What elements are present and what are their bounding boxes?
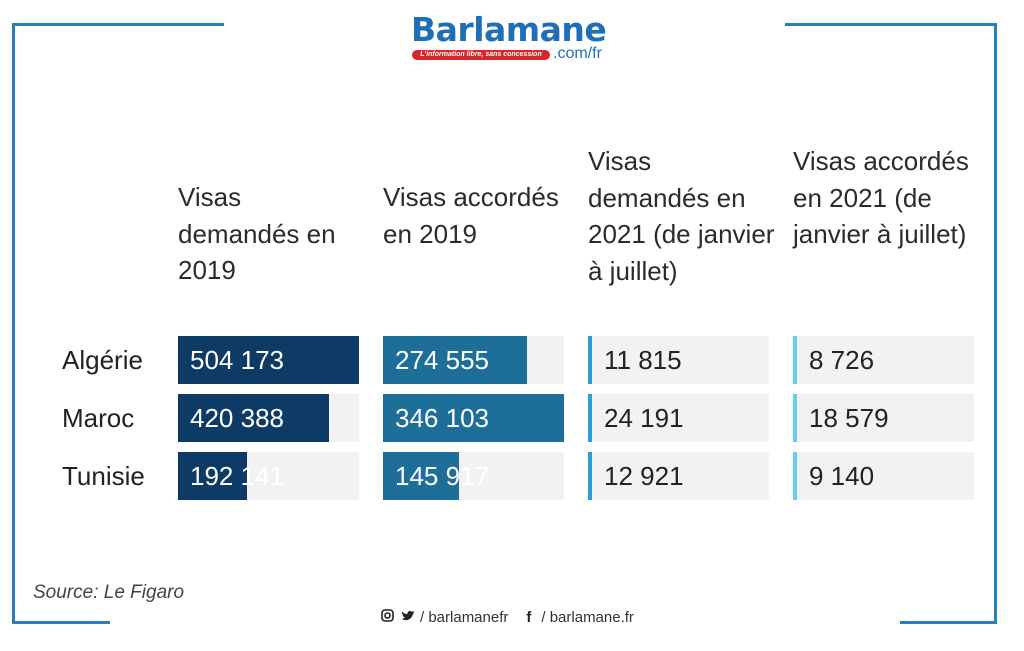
bar-tunisie-col1: [178, 452, 247, 500]
source-note: Source: Le Figaro: [33, 582, 185, 603]
frame-line-top-left: [12, 23, 224, 26]
row-label-algerie: Algérie: [62, 345, 143, 375]
value-algerie-col4: 8 726: [809, 345, 875, 375]
cell-tunisie-col2: 145 917: [383, 452, 564, 500]
value-algerie-col2: 274 555: [395, 345, 489, 375]
value-tunisie-col3: 12 921: [604, 461, 684, 491]
cell-maroc-col3: 24 191: [588, 394, 769, 442]
cell-tunisie-col3: 12 921: [588, 452, 769, 500]
frame-line-left: [12, 23, 15, 624]
cell-algerie-col2: 274 555: [383, 336, 564, 384]
brand-name: Barlamane: [411, 10, 607, 49]
accent-algerie-col4: [793, 336, 797, 384]
brand-logo: Barlamane L'information libre, sans conc…: [400, 10, 630, 65]
frame-line-top-right: [785, 23, 997, 26]
footer-handle-twitter: / barlamanefr: [420, 609, 509, 626]
accent-tunisie-col4: [793, 452, 797, 500]
value-tunisie-col4: 9 140: [809, 461, 875, 491]
cell-tunisie-col1: 192 141: [178, 452, 359, 500]
cell-algerie-col4: 8 726: [793, 336, 974, 384]
value-maroc-col3: 24 191: [604, 403, 684, 433]
column-header-3: Visas demandés en 2021 (de janvier à jui…: [588, 146, 775, 286]
bar-algerie-col1: [178, 336, 359, 384]
value-maroc-col1: 420 388: [190, 403, 284, 433]
row-label-maroc: Maroc: [62, 403, 135, 433]
bar-maroc-col1: [178, 394, 329, 442]
instagram-icon: [380, 609, 395, 626]
column-header-2: Visas accordés en 2019: [383, 182, 559, 249]
bar-tunisie-col2: [383, 452, 459, 500]
accent-maroc-col3: [588, 394, 592, 442]
frame-line-bottom-right: [900, 621, 997, 624]
facebook-icon: f: [526, 609, 532, 626]
row-label-tunisie: Tunisie: [62, 461, 145, 491]
footer-handle-facebook: / barlamane.fr: [541, 609, 634, 626]
value-maroc-col4: 18 579: [809, 403, 889, 433]
bar-algerie-col2: [383, 336, 527, 384]
frame-line-right: [994, 23, 997, 624]
frame-line-bottom-left: [12, 621, 110, 624]
accent-algerie-col3: [588, 336, 592, 384]
brand-tagline: L'information libre, sans concession: [412, 50, 550, 60]
value-tunisie-col1: 192 141: [190, 461, 284, 491]
twitter-icon: [400, 609, 415, 626]
accent-tunisie-col3: [588, 452, 592, 500]
cell-algerie-col3: 11 815: [588, 336, 769, 384]
column-header-1: Visas demandés en 2019: [178, 182, 336, 285]
cell-maroc-col4: 18 579: [793, 394, 974, 442]
brand-domain: .com/fr: [553, 45, 602, 62]
value-tunisie-col2: 145 917: [395, 461, 489, 491]
bar-maroc-col2: [383, 394, 564, 442]
value-algerie-col3: 11 815: [604, 345, 682, 375]
cell-maroc-col2: 346 103: [383, 394, 564, 442]
cell-maroc-col1: 420 388: [178, 394, 359, 442]
value-algerie-col1: 504 173: [190, 345, 284, 375]
value-maroc-col2: 346 103: [395, 403, 489, 433]
cell-algerie-col1: 504 173: [178, 336, 359, 384]
accent-maroc-col4: [793, 394, 797, 442]
column-header-4: Visas accordés en 2021 (de janvier à jui…: [793, 146, 969, 249]
cell-tunisie-col4: 9 140: [793, 452, 974, 500]
social-footer: / barlamanefr f / barlamane.fr: [380, 609, 634, 626]
